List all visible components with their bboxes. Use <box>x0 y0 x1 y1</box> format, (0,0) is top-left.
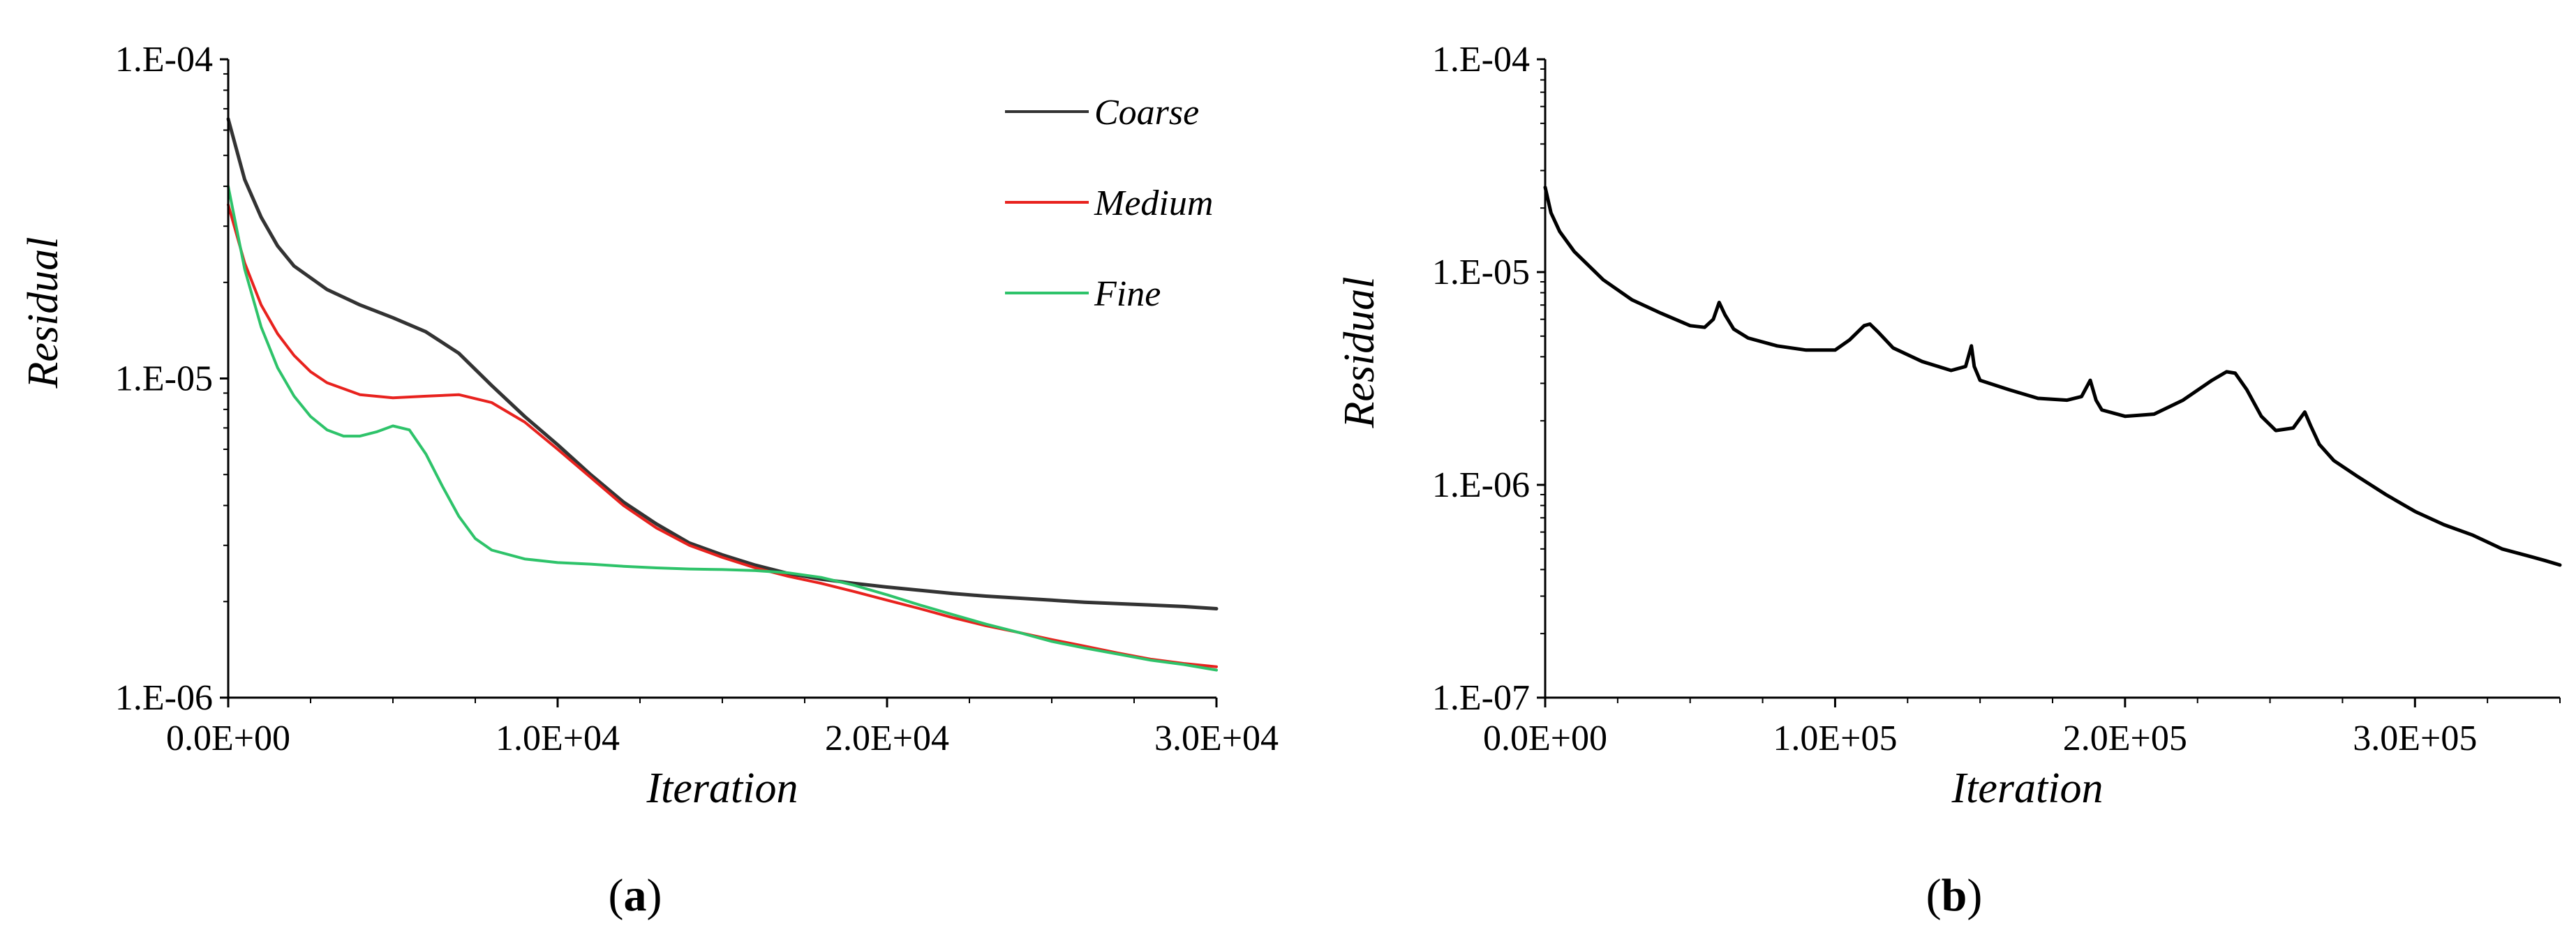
y-tick-label: 1.E-05 <box>1432 253 1530 292</box>
series-layer-a <box>226 117 1219 672</box>
x-tick-label: 2.0E+04 <box>825 719 949 758</box>
x-tick-label: 3.0E+04 <box>1154 719 1279 758</box>
x-ticks-a: 0.0E+00 1.0E+04 2.0E+04 3.0E+04 <box>166 698 1279 758</box>
y-tick-label: 1.E-05 <box>115 359 213 399</box>
panel-label-a: (a) <box>609 870 662 921</box>
y-axis-label-b: Residual <box>1336 277 1383 429</box>
panel-label-b-close-paren: ) <box>1967 870 1982 921</box>
legend-label-fine: Fine <box>1094 274 1161 314</box>
panel-label-a-open-paren: ( <box>609 870 624 921</box>
chart-panel-b: 1.E-07 1.E-06 1.E-05 1.E-04 0.0E+00 1.0E+05 2… <box>1336 40 2562 921</box>
series-line-residual <box>1543 186 2562 567</box>
x-tick-label: 0.0E+00 <box>166 719 290 758</box>
y-axis-label-a: Residual <box>20 237 67 389</box>
y-ticks-b: 1.E-07 1.E-06 1.E-05 1.E-04 <box>1432 40 1545 718</box>
x-axis-label-b: Iteration <box>1951 765 2104 812</box>
series-line-medium <box>227 203 1218 668</box>
panel-label-a-letter: a <box>624 870 647 921</box>
x-tick-label: 3.0E+05 <box>2353 719 2477 758</box>
legend-label-coarse: Coarse <box>1094 93 1199 133</box>
legend-a: Coarse Medium Fine <box>1005 93 1213 314</box>
x-axis-label-a: Iteration <box>646 765 798 812</box>
series-layer-b <box>1543 186 2562 567</box>
series-line-fine <box>227 185 1218 672</box>
panel-label-b-open-paren: ( <box>1926 870 1942 921</box>
x-tick-label: 2.0E+05 <box>2063 719 2187 758</box>
series-line-coarse <box>226 117 1219 610</box>
chart-panel-a: 1.E-06 1.E-05 1.E-04 0.0E+00 1.0E+04 2.0E+04… <box>20 40 1279 921</box>
y-tick-label: 1.E-06 <box>1432 465 1530 505</box>
x-ticks-b: 0.0E+00 1.0E+05 2.0E+05 3.0E+05 <box>1483 698 2561 758</box>
y-tick-label: 1.E-04 <box>1432 40 1530 80</box>
y-tick-label: 1.E-06 <box>115 678 213 718</box>
x-tick-label: 1.0E+05 <box>1773 719 1897 758</box>
y-tick-label: 1.E-04 <box>115 40 213 80</box>
x-tick-label: 0.0E+00 <box>1483 719 1607 758</box>
y-ticks-a: 1.E-06 1.E-05 1.E-04 <box>115 40 228 718</box>
panel-label-b: (b) <box>1926 870 1983 921</box>
x-tick-label: 1.0E+04 <box>496 719 620 758</box>
panel-label-a-close-paren: ) <box>647 870 662 921</box>
y-tick-label: 1.E-07 <box>1432 678 1530 718</box>
panel-label-b-letter: b <box>1942 870 1967 921</box>
legend-label-medium: Medium <box>1094 183 1213 223</box>
